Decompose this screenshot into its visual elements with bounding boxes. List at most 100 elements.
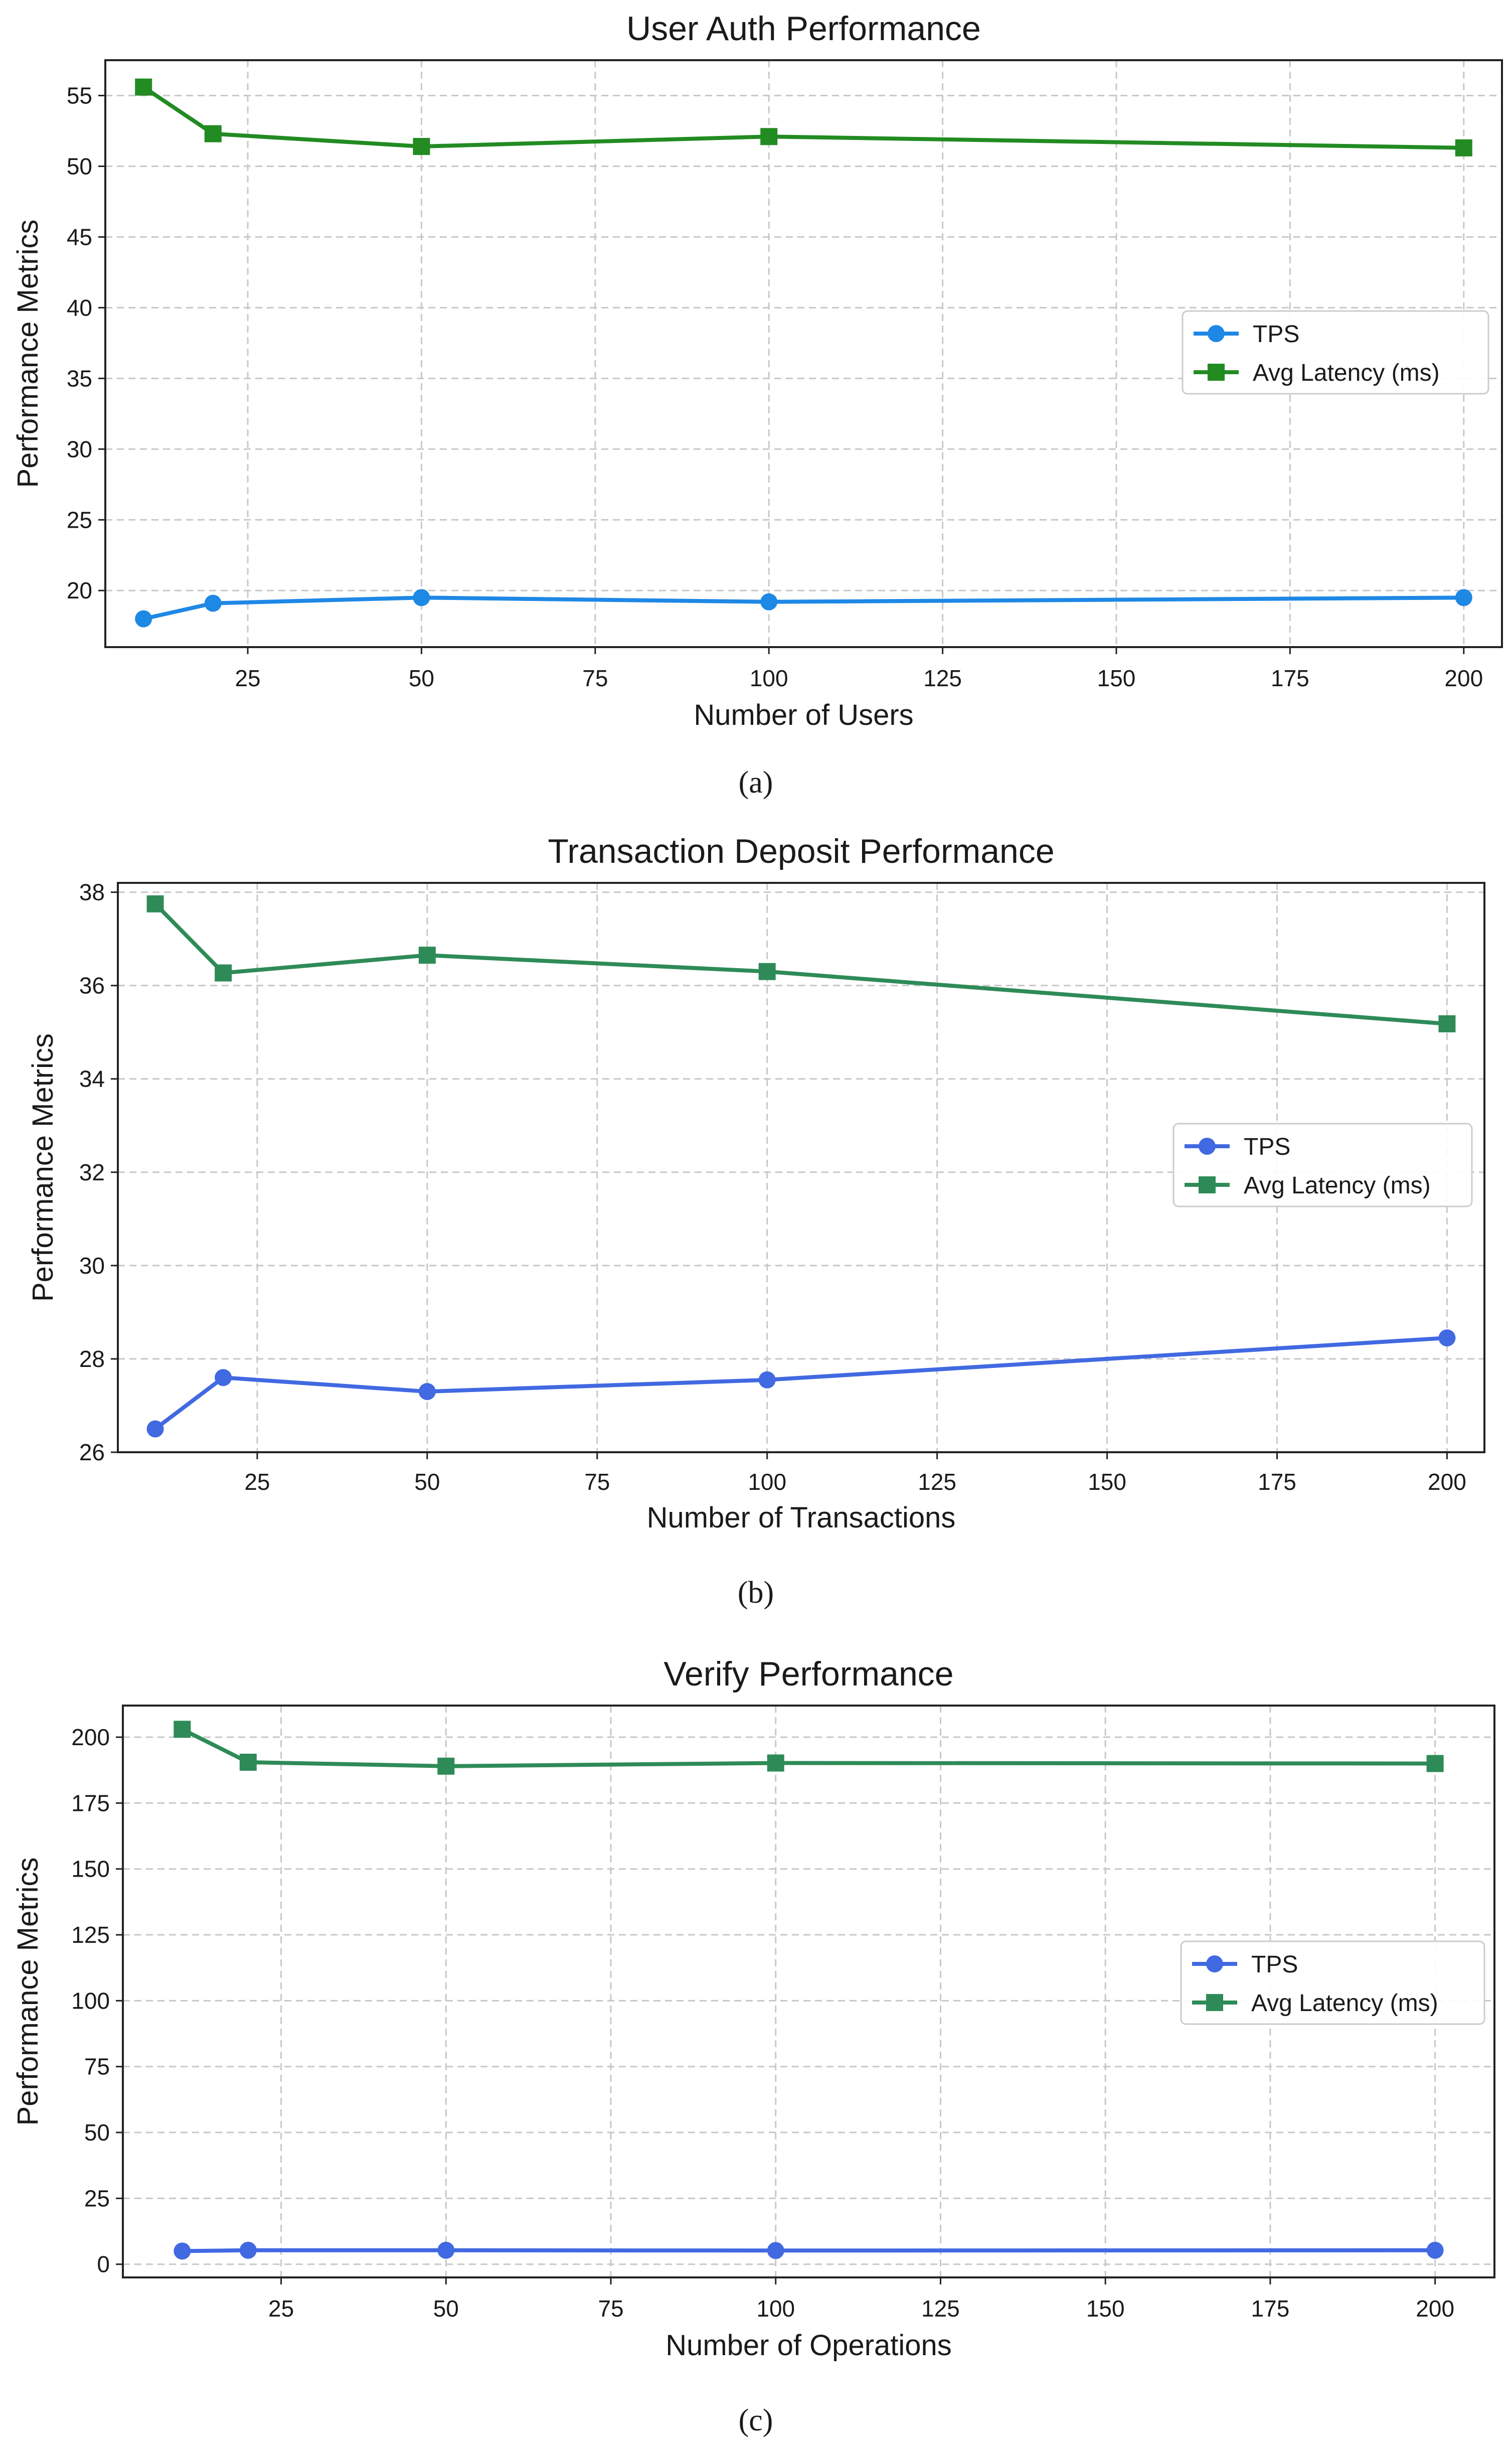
avg-latency-point <box>437 1757 455 1775</box>
series-line-avg-latency <box>181 1727 1435 1768</box>
tps-point <box>418 1383 436 1401</box>
plot-frame <box>117 882 1485 1453</box>
y-axis-label: Performance Metrics <box>27 1033 59 1302</box>
tps-point <box>135 610 152 628</box>
x-tick-label: 100 <box>748 1469 786 1495</box>
x-tick-label: 175 <box>1258 1469 1296 1495</box>
legend-marker-tps <box>1199 1138 1216 1155</box>
legend-box <box>1172 1123 1473 1207</box>
tps-point <box>174 2242 191 2260</box>
x-tick-label: 50 <box>409 665 434 691</box>
tps-point <box>413 589 430 606</box>
avg-latency-point <box>1455 139 1472 157</box>
tps-point <box>1426 2241 1444 2259</box>
x-tick-label: 125 <box>921 2295 960 2322</box>
tps-point <box>767 2242 784 2259</box>
x-axis-label: Number of Transactions <box>647 1501 956 1534</box>
avg-latency-point <box>146 895 164 912</box>
x-tick-label: 100 <box>750 665 788 691</box>
x-tick-label: 175 <box>1251 2295 1290 2322</box>
x-tick-label: 75 <box>584 1469 610 1495</box>
y-tick-label: 20 <box>67 577 92 603</box>
tps-point <box>437 2241 455 2259</box>
series-line-tps <box>154 1336 1447 1431</box>
avg-latency-point <box>767 1754 784 1772</box>
legend: TPS Avg Latency (ms) <box>1172 1123 1473 1207</box>
legend-label: Avg Latency (ms) <box>1253 360 1440 386</box>
tps-point <box>146 1420 164 1438</box>
series-line-avg-latency <box>153 902 1447 1026</box>
legend-label: TPS <box>1251 1951 1298 1978</box>
y-tick-label: 30 <box>67 436 92 462</box>
y-tick-label: 50 <box>84 2119 110 2145</box>
y-tick-label: 26 <box>79 1439 105 1465</box>
x-tick-label: 25 <box>244 1469 270 1495</box>
tps-point <box>215 1369 232 1387</box>
y-tick-label: 50 <box>67 153 92 179</box>
x-tick-label: 200 <box>1416 2295 1454 2322</box>
y-tick-label: 100 <box>71 1987 110 2014</box>
y-tick-label: 32 <box>79 1159 105 1185</box>
legend-box <box>1180 1940 1485 2025</box>
legend-box <box>1182 310 1489 395</box>
y-tick-label: 75 <box>84 2054 110 2080</box>
panel-caption: (b) <box>738 1576 774 1610</box>
tps-point <box>239 2241 257 2259</box>
tps-point <box>758 1371 776 1389</box>
x-tick-label: 150 <box>1086 2295 1125 2322</box>
x-axis-label: Number of Users <box>694 699 913 731</box>
y-tick-label: 40 <box>67 294 92 321</box>
avg-latency-point <box>1426 1755 1444 1772</box>
x-tick-label: 200 <box>1444 665 1483 691</box>
legend: TPS Avg Latency (ms) <box>1180 1940 1485 2025</box>
avg-latency-point <box>418 947 436 964</box>
y-tick-label: 28 <box>79 1346 105 1372</box>
y-tick-label: 175 <box>71 1790 110 1816</box>
y-tick-label: 35 <box>67 365 92 391</box>
tps-point <box>204 594 222 612</box>
tps-point <box>1455 589 1472 606</box>
chart-panel-2: 25 50 75 100 125 150 175 200 26 28 30 32 34 36 38 Trans… <box>27 832 1485 1610</box>
plot-frame <box>122 1705 1495 2278</box>
chart-title: Verify Performance <box>663 1655 953 1693</box>
legend-marker-avg-latency <box>1208 364 1225 381</box>
series-line-tps <box>143 595 1464 621</box>
plot-frame <box>104 59 1503 648</box>
tps-point <box>1438 1329 1456 1347</box>
x-tick-label: 50 <box>414 1469 440 1495</box>
chart-title: User Auth Performance <box>626 10 981 48</box>
avg-latency-point <box>758 963 776 980</box>
avg-latency-point <box>760 128 778 145</box>
y-tick-label: 125 <box>71 1922 110 1948</box>
x-tick-label: 200 <box>1428 1469 1466 1495</box>
avg-latency-point <box>1438 1015 1456 1032</box>
series-line-tps <box>182 2248 1435 2253</box>
y-tick-label: 200 <box>71 1724 110 1750</box>
x-tick-label: 75 <box>582 665 608 691</box>
avg-latency-point <box>215 964 232 982</box>
avg-latency-point <box>135 78 152 96</box>
legend-label: Avg Latency (ms) <box>1244 1172 1431 1199</box>
avg-latency-point <box>413 137 430 155</box>
legend-label: TPS <box>1253 321 1299 348</box>
y-tick-label: 45 <box>67 224 92 250</box>
x-tick-label: 125 <box>923 665 962 691</box>
chart-title: Transaction Deposit Performance <box>548 832 1054 870</box>
legend-marker-avg-latency <box>1199 1176 1216 1193</box>
y-tick-label: 34 <box>79 1066 105 1092</box>
x-tick-label: 50 <box>433 2295 459 2322</box>
legend-label: Avg Latency (ms) <box>1251 1990 1438 2017</box>
avg-latency-point <box>174 1721 191 1738</box>
legend-marker-tps <box>1206 1955 1223 1972</box>
y-tick-label: 25 <box>84 2185 110 2211</box>
x-tick-label: 150 <box>1097 665 1136 691</box>
x-tick-label: 125 <box>918 1469 956 1495</box>
panel-caption: (a) <box>739 765 773 800</box>
x-tick-label: 75 <box>598 2295 623 2322</box>
y-axis-label: Performance Metrics <box>12 1857 44 2125</box>
y-tick-label: 25 <box>67 507 92 533</box>
x-tick-label: 100 <box>756 2295 795 2322</box>
y-axis-label: Performance Metrics <box>12 219 44 488</box>
x-tick-label: 175 <box>1271 665 1309 691</box>
